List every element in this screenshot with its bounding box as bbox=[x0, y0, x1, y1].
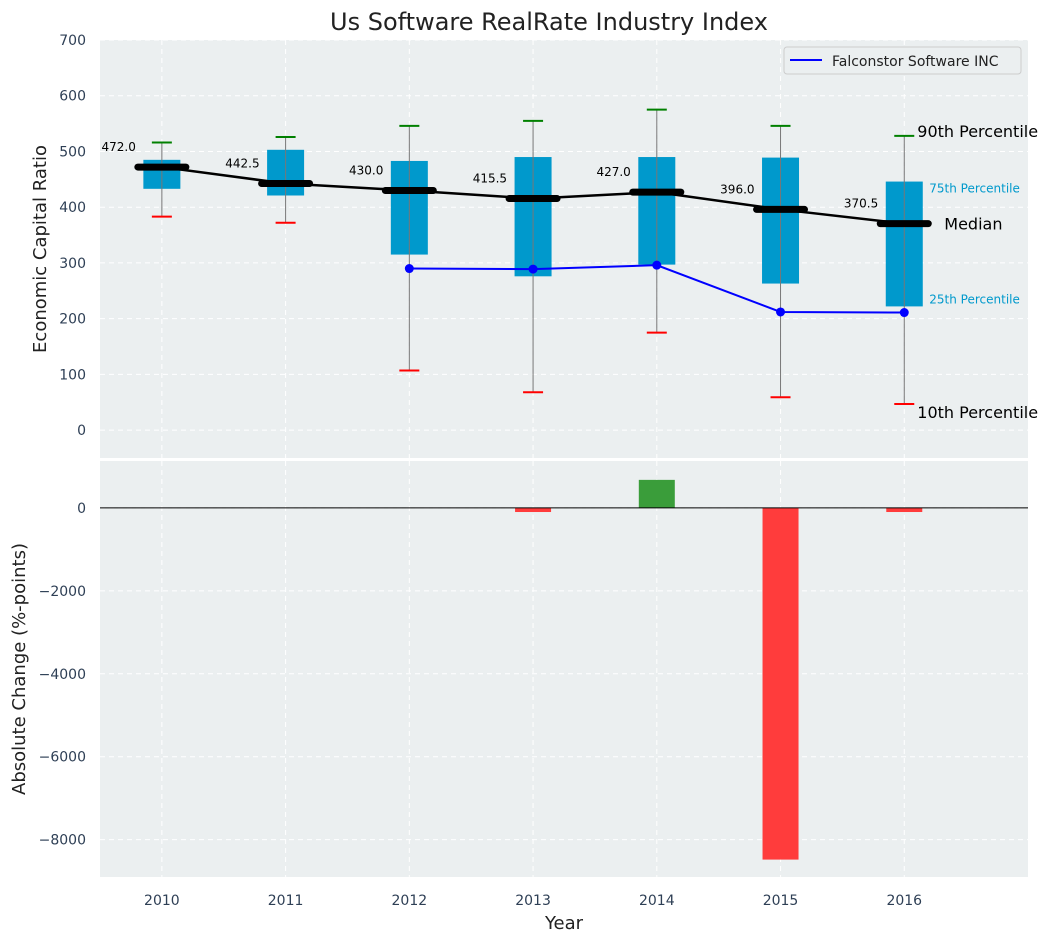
y-tick-label: 400 bbox=[59, 200, 86, 216]
p25-annotation: 25th Percentile bbox=[929, 292, 1020, 306]
y-tick-label: 300 bbox=[59, 256, 86, 272]
p10-annotation: 10th Percentile bbox=[917, 403, 1038, 422]
change-bar bbox=[515, 507, 552, 513]
bottom-y-label: Absolute Change (%-points) bbox=[9, 543, 30, 795]
median-value-label: 442.5 bbox=[225, 157, 259, 171]
median-annotation: Median bbox=[944, 215, 1002, 234]
median-value-label: 370.5 bbox=[844, 197, 878, 211]
y-tick-label: 700 bbox=[59, 33, 86, 49]
x-tick-label: 2014 bbox=[639, 893, 675, 909]
company-point bbox=[776, 307, 786, 317]
company-point bbox=[899, 308, 909, 318]
y-tick-label: −4000 bbox=[39, 667, 86, 683]
company-point bbox=[404, 264, 414, 274]
p75-annotation: 75th Percentile bbox=[929, 182, 1020, 196]
bottom-panel: 0 −2000 −4000 −6000 −8000 2010 2011 2012 2013 201… bbox=[39, 461, 1028, 909]
median-value-label: 415.5 bbox=[473, 172, 507, 186]
median-value-label: 396.0 bbox=[720, 182, 754, 196]
legend: Falconstor Software INC bbox=[783, 46, 1022, 75]
top-panel: 0 100 200 300 400 500 600 700 472.0 442.5 430.0 415… bbox=[59, 33, 1038, 458]
change-bar bbox=[762, 507, 799, 860]
company-point bbox=[528, 264, 538, 274]
top-y-label: Economic Capital Ratio bbox=[30, 145, 51, 353]
change-bar bbox=[886, 507, 923, 513]
x-tick-label: 2011 bbox=[268, 893, 304, 909]
bottom-plot-area bbox=[100, 461, 1028, 877]
y-tick-label: −2000 bbox=[39, 584, 86, 600]
y-tick-label: −8000 bbox=[39, 833, 86, 849]
y-tick-label: 500 bbox=[59, 144, 86, 160]
y-tick-label: −6000 bbox=[39, 750, 86, 766]
x-tick-label: 2010 bbox=[144, 893, 180, 909]
p90-annotation: 90th Percentile bbox=[917, 122, 1038, 141]
chart-title: Us Software RealRate Industry Index bbox=[330, 8, 768, 36]
x-tick-label: 2012 bbox=[392, 893, 428, 909]
y-tick-label: 0 bbox=[77, 501, 86, 517]
change-bar bbox=[638, 479, 675, 508]
x-tick-label: 2016 bbox=[886, 893, 922, 909]
median-value-label: 430.0 bbox=[349, 163, 383, 177]
y-tick-label: 100 bbox=[59, 367, 86, 383]
y-tick-label: 0 bbox=[77, 423, 86, 439]
x-tick-label: 2015 bbox=[763, 893, 799, 909]
median-value-label: 427.0 bbox=[596, 165, 630, 179]
y-tick-label: 200 bbox=[59, 312, 86, 328]
median-value-label: 472.0 bbox=[102, 140, 136, 154]
x-tick-label: 2013 bbox=[515, 893, 551, 909]
y-tick-label: 600 bbox=[59, 89, 86, 105]
company-point bbox=[652, 260, 662, 270]
x-axis-label: Year bbox=[544, 913, 584, 934]
legend-label: Falconstor Software INC bbox=[832, 54, 999, 70]
top-plot-area bbox=[100, 40, 1028, 458]
